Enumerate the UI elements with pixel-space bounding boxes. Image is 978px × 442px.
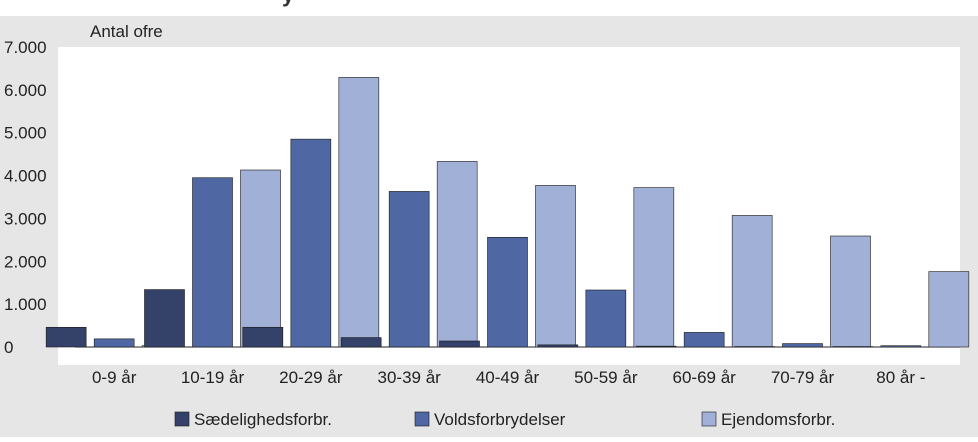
bar [881,346,921,347]
y-tick-label: 4.000 [4,167,47,186]
bar [732,215,772,347]
bar [536,185,576,347]
bar [929,272,969,347]
bar [488,237,528,347]
bar [831,236,871,347]
y-tick-label: 1.000 [4,295,47,314]
legend-label: Voldsforbrydelser [434,410,566,429]
x-tick-label: 80 år - [876,368,925,387]
bar [440,341,480,347]
x-tick-label: 40-49 år [476,368,540,387]
legend-label: Sædelighedsforbr. [194,410,332,429]
bar [46,327,86,347]
y-tick-label: 0 [4,338,13,357]
x-tick-label: 20-29 år [279,368,343,387]
legend-item: Sædelighedsforbr. [175,410,332,429]
y-tick-label: 7.000 [4,38,47,57]
y-tick-label: 2.000 [4,252,47,271]
legend-swatch [702,412,716,426]
legend-swatch [415,412,429,426]
bar-chart: 0 1.000 2.000 3.000 4.000 5.000 6.000 7.000 0-9… [0,16,978,437]
clipped-title-fragment: y [282,0,294,8]
y-tick-label: 3.000 [4,209,47,228]
x-axis: 0-9 år 10-19 år 20-29 år 30-39 år 40-49 år 50… [92,368,925,387]
x-tick-label: 10-19 år [181,368,245,387]
bar [437,161,477,347]
bar [684,332,724,347]
bar [341,338,381,347]
bar [586,290,626,347]
x-tick-label: 60-69 år [673,368,737,387]
bar [339,77,379,347]
bar [634,188,674,347]
y-axis-label: Antal ofre [90,22,163,41]
x-tick-label: 0-9 år [92,368,137,387]
legend-swatch [175,412,189,426]
bar [538,345,578,347]
bar [783,344,823,347]
legend: Sædelighedsforbr. Voldsforbrydelser Ejendo… [175,410,835,429]
bar [145,290,185,347]
bar [94,339,134,347]
legend-label: Ejendomsforbr. [721,410,835,429]
bar [241,170,281,347]
x-tick-label: 50-59 år [574,368,638,387]
legend-item: Voldsforbrydelser [415,410,566,429]
bar [243,327,283,347]
x-tick-label: 30-39 år [378,368,442,387]
bar [193,178,233,347]
y-tick-label: 5.000 [4,124,47,143]
legend-item: Ejendomsforbr. [702,410,835,429]
bar [636,346,676,347]
y-tick-label: 6.000 [4,81,47,100]
bar [389,191,429,347]
chart-panel: 0 1.000 2.000 3.000 4.000 5.000 6.000 7.000 0-9… [0,16,978,437]
bar [291,139,331,347]
x-tick-label: 70-79 år [771,368,835,387]
